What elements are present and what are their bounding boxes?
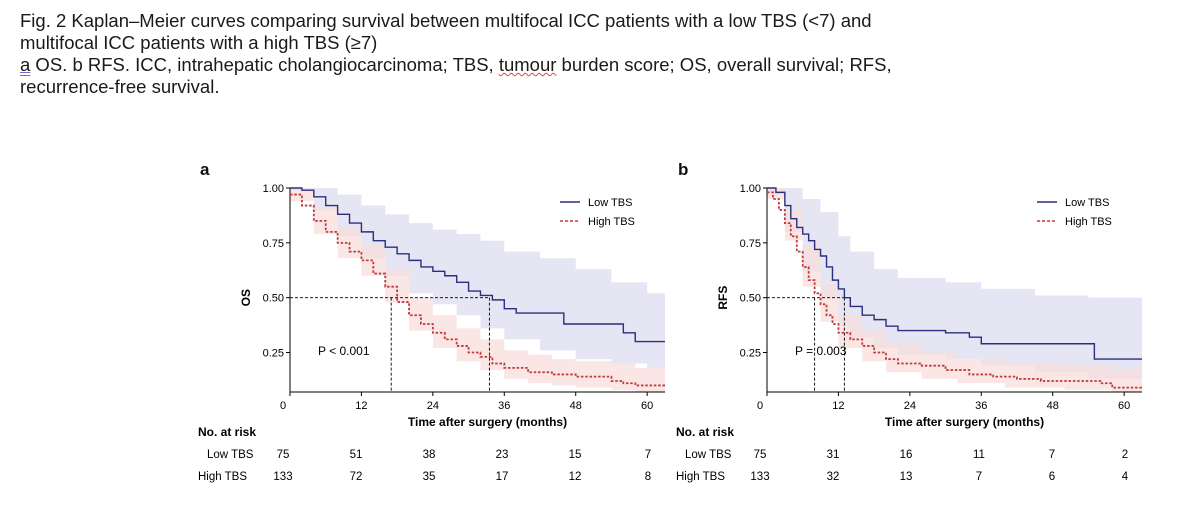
panel-a-risk-high-count: 12 bbox=[569, 471, 582, 483]
panel-b-risk-low-count: 7 bbox=[1049, 449, 1055, 461]
panel-b-risk-high-count: 7 bbox=[976, 471, 982, 483]
panel-b-no-at-risk-title: No. at risk bbox=[676, 425, 734, 439]
panel-b-x-tick-label: 36 bbox=[975, 400, 987, 412]
figure-caption: Fig. 2 Kaplan–Meier curves comparing sur… bbox=[20, 10, 1180, 98]
panel-b-legend-label: High TBS bbox=[1065, 216, 1112, 228]
panel-b-risk-high-count: 32 bbox=[827, 471, 840, 483]
panel-b-ci-band-low bbox=[767, 188, 1142, 390]
panel-a-risk-low-count: 38 bbox=[423, 449, 436, 461]
panel-a-risk-low-count: 51 bbox=[350, 449, 363, 461]
panel-a-y-axis-label: OS bbox=[239, 289, 253, 306]
panel-a-risk-row-label: High TBS bbox=[198, 471, 247, 483]
panel-a-risk-row-label: Low TBS bbox=[207, 449, 254, 461]
panel-a-x-tick-label: 36 bbox=[498, 400, 510, 412]
panel-b-risk-low-count: 75 bbox=[754, 449, 767, 461]
panel-a-risk-high-count: 8 bbox=[645, 471, 651, 483]
panel-b-risk-low-count: 2 bbox=[1122, 449, 1128, 461]
panel-b-risk-low-count: 16 bbox=[900, 449, 913, 461]
panel-a-risk-high-count: 17 bbox=[496, 471, 509, 483]
panel-a-y-tick-label: 0.75 bbox=[263, 238, 284, 250]
panel-b-label: b bbox=[678, 160, 689, 179]
panel-b-curve-low-tbs bbox=[767, 187, 1142, 360]
caption-line-3: a OS. b RFS. ICC, intrahepatic cholangio… bbox=[20, 54, 1180, 76]
panel-a-y-tick-label: 0.25 bbox=[263, 348, 284, 360]
panel-b-x-tick-label: 0 bbox=[757, 400, 763, 412]
panel-b-legend-label: Low TBS bbox=[1065, 197, 1109, 209]
panel-a-risk-low-count: 15 bbox=[569, 449, 582, 461]
panel-b-risk-low-count: 11 bbox=[973, 449, 985, 461]
panel-b-risk-row-label: High TBS bbox=[676, 471, 725, 483]
panel-b-curve-high-tbs bbox=[767, 191, 1142, 389]
panel-b-y-tick-label: 0.75 bbox=[740, 238, 761, 250]
panel-b-risk-low-count: 31 bbox=[827, 449, 840, 461]
panel-a-curve-high-tbs bbox=[290, 193, 665, 387]
panel-b-x-axis-label: Time after surgery (months) bbox=[885, 415, 1044, 429]
panel-b-x-tick-label: 48 bbox=[1047, 400, 1059, 412]
panel-b-risk-row-label: Low TBS bbox=[685, 449, 732, 461]
panel-a-x-tick-label: 0 bbox=[280, 400, 286, 412]
panel-b-x-tick-label: 12 bbox=[832, 400, 844, 412]
panel-a-risk-low-count: 75 bbox=[277, 449, 290, 461]
panel-a-y-tick-label: 0.50 bbox=[263, 293, 284, 305]
panel-a-p-value: P < 0.001 bbox=[318, 344, 370, 358]
panel-b-x-tick-label: 24 bbox=[904, 400, 916, 412]
panel-a-label: a bbox=[200, 160, 210, 179]
caption-line-1: Fig. 2 Kaplan–Meier curves comparing sur… bbox=[20, 10, 872, 31]
panel-b-ci-band-high bbox=[767, 188, 1142, 392]
panel-a-ci-band-high bbox=[290, 188, 665, 392]
panel-b-p-value: P = 0.003 bbox=[795, 344, 847, 358]
caption-text: burden score; OS, overall survival; RFS, bbox=[556, 54, 892, 75]
caption-line-2: multifocal ICC patients with a high TBS … bbox=[20, 32, 378, 53]
panel-a-curve-low-tbs bbox=[290, 187, 665, 343]
panel-a-legend-label: Low TBS bbox=[588, 197, 632, 209]
panel-a-risk-low-count: 23 bbox=[496, 449, 509, 461]
panel-b-risk-high-count: 13 bbox=[900, 471, 913, 483]
panel-b-risk-high-count: 6 bbox=[1049, 471, 1055, 483]
caption-text: OS. b RFS. ICC, intrahepatic cholangioca… bbox=[30, 54, 499, 75]
panel-b-y-tick-label: 0.25 bbox=[740, 348, 761, 360]
panel-a-risk-high-count: 72 bbox=[350, 471, 363, 483]
panel-a-risk-high-count: 133 bbox=[273, 471, 292, 483]
panel-b-x-tick-label: 60 bbox=[1118, 400, 1130, 412]
panel-a-x-tick-label: 24 bbox=[427, 400, 439, 412]
panel-a-legend-label: High TBS bbox=[588, 216, 635, 228]
panel-b-y-axis-label: RFS bbox=[716, 286, 730, 310]
panel-b-y-tick-label: 0.50 bbox=[740, 293, 761, 305]
caption-line-4: recurrence-free survival. bbox=[20, 76, 220, 97]
panel-b-risk-high-count: 4 bbox=[1122, 471, 1129, 483]
panel-a-x-tick-label: 12 bbox=[355, 400, 367, 412]
panel-a-x-axis-label: Time after surgery (months) bbox=[408, 415, 567, 429]
caption-panel-a-ref: a bbox=[20, 54, 31, 75]
panel-b-risk-high-count: 133 bbox=[750, 471, 769, 483]
panel-a-no-at-risk-title: No. at risk bbox=[198, 425, 256, 439]
panel-b-y-tick-label: 1.00 bbox=[740, 183, 761, 195]
panel-a-x-tick-label: 60 bbox=[641, 400, 653, 412]
panel-a-y-tick-label: 1.00 bbox=[263, 183, 284, 195]
panel-a-risk-high-count: 35 bbox=[423, 471, 436, 483]
panel-a-x-tick-label: 48 bbox=[570, 400, 582, 412]
caption-spellcheck-word: tumour bbox=[498, 54, 557, 75]
panel-a-risk-low-count: 7 bbox=[645, 449, 651, 461]
